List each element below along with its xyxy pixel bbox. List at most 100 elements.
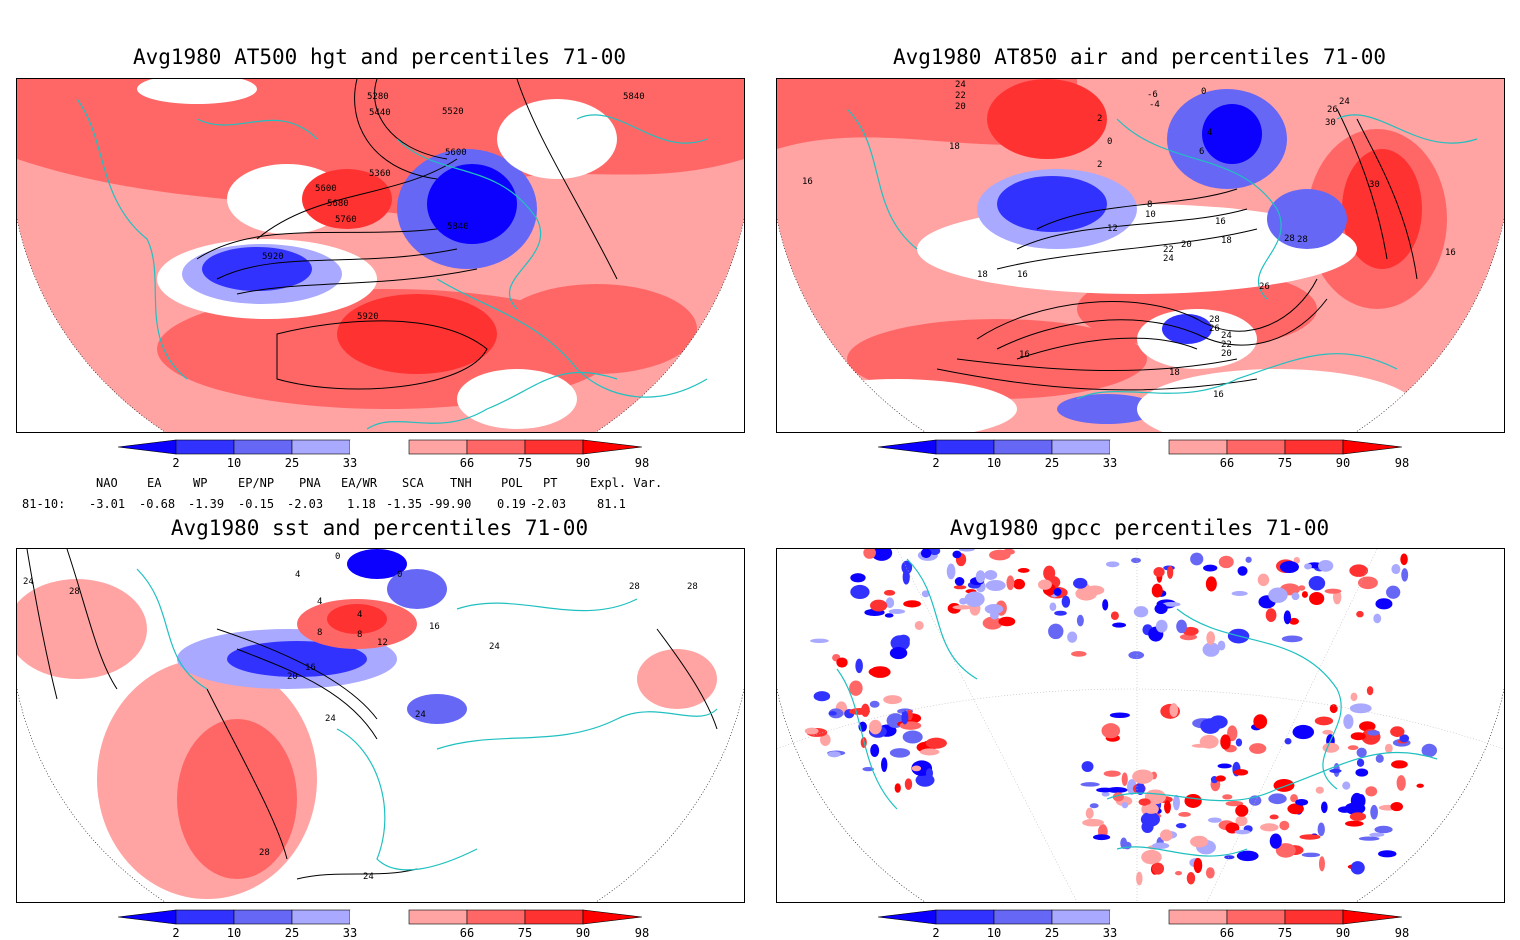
- precip-patch: [1141, 849, 1162, 865]
- contour-label: 2: [1097, 160, 1102, 170]
- contour-label: 16: [429, 622, 440, 632]
- precip-patch: [1321, 801, 1328, 814]
- index-header-wp: WP: [193, 476, 208, 490]
- precip-patch: [1299, 834, 1321, 840]
- precip-patch: [1160, 829, 1173, 842]
- precip-patch: [1249, 743, 1267, 754]
- precip-patch: [1080, 782, 1100, 787]
- precip-patch: [946, 563, 956, 580]
- contour-label: 5760: [335, 215, 357, 225]
- precip-patch: [1356, 758, 1365, 767]
- precip-patch: [1061, 595, 1071, 608]
- panel-title-hgt500: Avg1980 AT500 hgt and percentiles 71-00: [132, 45, 627, 69]
- colorbar-segment: [582, 909, 643, 925]
- contour-label: 16: [1019, 350, 1030, 360]
- precip-patch: [1347, 745, 1359, 751]
- precip-patch: [903, 600, 921, 608]
- precip-patch: [804, 727, 819, 735]
- precip-patch: [1350, 732, 1366, 741]
- precip-patch: [1054, 610, 1067, 616]
- precip-patch: [1217, 763, 1232, 769]
- index-header-pol: POL: [501, 476, 523, 490]
- contour-label: 5600: [445, 148, 467, 158]
- contour-label: 24: [489, 642, 500, 652]
- precip-patch: [1283, 610, 1292, 625]
- precip-patch: [975, 570, 986, 583]
- contour-label: 26: [1327, 105, 1338, 115]
- index-header-eawr: EA/WR: [341, 476, 378, 490]
- precip-patch: [1367, 730, 1380, 736]
- index-value-pt: -2.03: [530, 497, 567, 511]
- contour-labels: 24 28 0 4 4 8 8 12 16 20 24 24 24 28 28 …: [23, 552, 698, 882]
- contour-label: 24: [325, 714, 336, 724]
- precip-patch: [904, 778, 913, 790]
- colorbar-segment: [993, 909, 1053, 925]
- precip-patch: [1110, 611, 1119, 621]
- precip-patch: [870, 599, 888, 612]
- precip-patch: [1396, 775, 1406, 791]
- contour-labels: 24 22 20 18 16 -6 -4 0 2 2 0 4 6 8 10 12…: [802, 80, 1456, 400]
- contour-label: 28: [629, 582, 640, 592]
- precip-patch: [1391, 760, 1408, 769]
- precip-patch: [1235, 815, 1248, 827]
- precip-patch: [1133, 606, 1149, 618]
- colorbar-tick-label: 75: [1278, 926, 1292, 940]
- precip-patch: [1186, 872, 1196, 885]
- precip-patch: [850, 584, 870, 600]
- precip-patch: [1265, 608, 1277, 623]
- precip-patch: [1284, 738, 1292, 745]
- precip-patch: [827, 751, 841, 758]
- precip-patch: [1128, 651, 1145, 660]
- precip-patch: [1002, 549, 1015, 555]
- precip-patch: [1384, 743, 1393, 753]
- precip-patch: [855, 658, 863, 674]
- precip-patch: [1343, 714, 1354, 729]
- precip-patch: [1329, 704, 1338, 714]
- contour-label: 26: [1209, 324, 1220, 334]
- precip-patch: [1013, 578, 1026, 590]
- colorbar-segment: [1051, 909, 1111, 925]
- precip-patch: [1366, 686, 1374, 696]
- precip-patch: [1356, 747, 1367, 758]
- precip-patch: [1318, 856, 1325, 872]
- map-air850: 24 22 20 18 16 -6 -4 0 2 2 0 4 6 8 10 12…: [777, 79, 1504, 432]
- colorbar-tick-label: 98: [1395, 456, 1409, 470]
- contour-label: 0: [1201, 87, 1206, 97]
- contour-label: 24: [1339, 97, 1350, 107]
- colorbar-tick-label: 10: [227, 456, 241, 470]
- precip-patch: [1132, 769, 1154, 784]
- index-value-explvar: 81.1: [597, 497, 626, 511]
- precip-patch: [1200, 718, 1221, 734]
- contour-label: 8: [1147, 200, 1152, 210]
- precip-patch: [1317, 822, 1325, 837]
- precip-patch: [1053, 587, 1062, 596]
- precip-patch: [954, 577, 965, 586]
- colorbar-segment: [1226, 909, 1286, 925]
- colorbar-segment: [1168, 439, 1228, 455]
- contour-label: 4: [295, 570, 300, 580]
- precip-patch: [1227, 725, 1238, 742]
- precip-patch: [1378, 850, 1397, 858]
- colorbar-gpcc: 2 10 25 33 66 75 90 98: [877, 909, 1409, 940]
- colorbar-tick-label: 66: [1220, 926, 1234, 940]
- precip-patch: [1236, 850, 1259, 862]
- precip-patch: [1233, 769, 1249, 776]
- precip-patch: [1141, 820, 1154, 834]
- precip-patch: [1356, 794, 1366, 808]
- precip-patch: [1073, 577, 1088, 589]
- contour-label: 8: [317, 628, 322, 638]
- colorbar-segment: [935, 439, 995, 455]
- precip-patch: [1178, 812, 1191, 817]
- contour-label: 22: [955, 91, 966, 101]
- colorbar-tick-label: 2: [172, 926, 179, 940]
- colorbar-segment: [935, 909, 995, 925]
- precip-patch: [1089, 803, 1099, 809]
- map-panel-sst: 24 28 0 4 4 8 8 12 16 20 24 24 24 28 28 …: [16, 548, 745, 903]
- precip-patch: [1191, 743, 1213, 748]
- contour-label: 24: [1163, 254, 1174, 264]
- precip-patch: [990, 611, 999, 620]
- precip-patch: [1298, 585, 1306, 591]
- contour-label: 5600: [315, 184, 337, 194]
- precip-patch: [1356, 610, 1364, 618]
- precip-patch: [862, 767, 874, 772]
